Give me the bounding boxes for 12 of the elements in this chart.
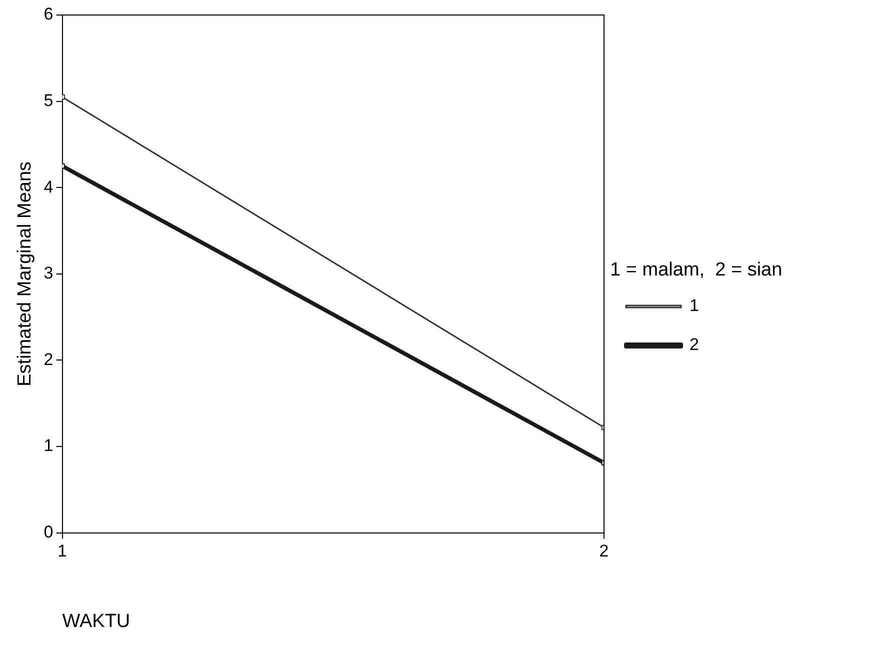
legend-label: 1 [690, 296, 700, 316]
y-tick-label: 2 [44, 350, 54, 369]
legend-label: 2 [690, 335, 700, 354]
y-tick-label: 0 [44, 522, 54, 542]
y-tick-label: 5 [44, 90, 54, 110]
y-tick-label: 3 [44, 264, 54, 283]
legend-title: 1 = malam, 2 = sian [610, 260, 782, 281]
y-tick-label: 6 [44, 4, 54, 24]
y-tick-label: 4 [44, 177, 54, 196]
y-axis-title: Estimated Marginal Means [14, 161, 36, 386]
y-tick-label: 1 [44, 436, 54, 456]
x-axis-title: WAKTU [62, 610, 130, 632]
